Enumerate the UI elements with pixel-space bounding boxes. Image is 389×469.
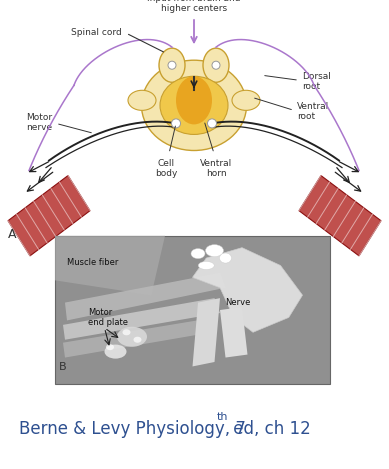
Ellipse shape <box>191 249 205 258</box>
Ellipse shape <box>106 344 114 350</box>
Polygon shape <box>55 236 165 295</box>
Text: Nerve: Nerve <box>226 298 251 307</box>
Text: Ventral
root: Ventral root <box>297 102 329 121</box>
Text: Ventral
horn: Ventral horn <box>200 159 232 178</box>
Ellipse shape <box>159 48 185 82</box>
Polygon shape <box>193 248 303 333</box>
Polygon shape <box>299 175 381 256</box>
Text: Cell
body: Cell body <box>155 159 177 178</box>
Polygon shape <box>65 273 226 320</box>
Text: th: th <box>217 412 229 422</box>
Polygon shape <box>63 298 220 340</box>
Text: B: B <box>59 362 67 372</box>
Ellipse shape <box>207 119 217 128</box>
Polygon shape <box>63 319 212 357</box>
Ellipse shape <box>176 76 212 124</box>
Polygon shape <box>193 298 220 366</box>
Polygon shape <box>220 307 247 357</box>
Ellipse shape <box>128 91 156 110</box>
Text: Berne & Levy Physiology, 7: Berne & Levy Physiology, 7 <box>19 420 246 438</box>
Ellipse shape <box>117 327 147 347</box>
Ellipse shape <box>105 345 126 359</box>
Text: Muscle fiber: Muscle fiber <box>67 258 118 267</box>
Polygon shape <box>8 175 90 256</box>
FancyBboxPatch shape <box>55 236 330 384</box>
Ellipse shape <box>232 91 260 110</box>
Text: Dorsal
root: Dorsal root <box>302 72 331 91</box>
Text: Input from brain and
higher centers: Input from brain and higher centers <box>147 0 241 13</box>
Ellipse shape <box>212 61 220 69</box>
Ellipse shape <box>142 60 247 151</box>
Ellipse shape <box>160 76 228 135</box>
Text: Motor
end plate: Motor end plate <box>88 308 128 327</box>
Ellipse shape <box>219 253 231 263</box>
Ellipse shape <box>203 48 229 82</box>
Text: Spinal cord: Spinal cord <box>71 28 122 37</box>
Ellipse shape <box>123 329 130 335</box>
Ellipse shape <box>133 337 142 343</box>
Text: ed, ch 12: ed, ch 12 <box>228 420 310 438</box>
Ellipse shape <box>198 261 214 270</box>
Ellipse shape <box>168 61 176 69</box>
Ellipse shape <box>172 119 180 128</box>
Text: A: A <box>8 228 16 241</box>
Text: Motor
nerve: Motor nerve <box>26 113 52 132</box>
Ellipse shape <box>205 245 224 257</box>
